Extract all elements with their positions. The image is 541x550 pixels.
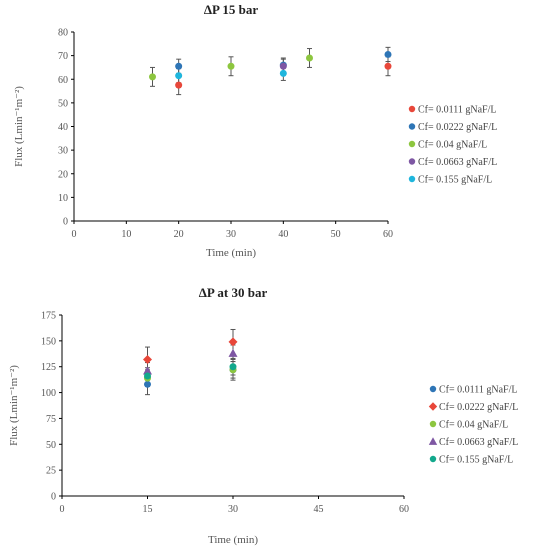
y-tick-label: 150: [41, 336, 56, 347]
chart-title: ΔP at 30 bar: [199, 285, 268, 300]
y-tick-label: 50: [46, 440, 56, 451]
x-tick-label: 50: [331, 229, 341, 240]
legend-marker: [429, 455, 437, 463]
x-tick-label: 10: [121, 229, 131, 240]
legend-entry: Cf= 0.0111 gNaF/L: [418, 105, 497, 116]
y-axis-label: Flux (Lmin⁻¹m⁻²): [8, 365, 20, 446]
chart-1: ΔP 15 bar 0 10 20 30 40 50 60 70 80 0 10 20 30 40 50 60 T…: [13, 2, 497, 259]
data-point: [144, 372, 151, 380]
legend-entry: Cf= 0.0663 gNaF/L: [418, 157, 497, 168]
data-point: [228, 348, 238, 357]
x-axis-label: Time (min): [208, 534, 258, 546]
y-tick-label: 0: [63, 217, 68, 228]
legend-marker: [429, 420, 437, 428]
data-point: [229, 363, 237, 371]
data-point: [175, 62, 183, 70]
legend-entry: Cf= 0.155 gNaF/L: [439, 455, 513, 466]
legend-entry: Cf= 0.0111 gNaF/L: [439, 385, 518, 396]
legend-marker: [428, 437, 438, 445]
legend-marker: [429, 385, 437, 393]
x-tick-label: 15: [143, 504, 153, 515]
x-tick-label: 20: [174, 229, 184, 240]
y-tick-label: 20: [58, 169, 68, 180]
data-point: [384, 62, 392, 70]
data-point: [384, 50, 392, 58]
x-axis-label: Time (min): [206, 247, 256, 259]
data-point: [144, 380, 151, 388]
y-tick-label: 0: [51, 492, 56, 503]
x-tick-label: 0: [72, 229, 77, 240]
y-tick-label: 70: [58, 51, 68, 62]
x-tick-label: 40: [278, 229, 288, 240]
x-tick-label: 30: [226, 229, 236, 240]
data-point: [306, 54, 313, 62]
legend-marker: [408, 158, 416, 165]
legend-marker: [408, 175, 416, 183]
legend-marker: [408, 123, 416, 130]
data-point: [143, 354, 152, 364]
legend-entry: Cf= 0.0222 gNaF/L: [439, 402, 518, 413]
data-point: [227, 62, 235, 70]
legend-marker: [428, 402, 438, 411]
legend-entry: Cf= 0.04 gNaF/L: [418, 140, 487, 151]
x-tick-label: 60: [399, 504, 409, 515]
chart-title: ΔP 15 bar: [204, 2, 259, 17]
legend-marker: [408, 105, 416, 113]
data-point: [279, 62, 287, 70]
legend-entry: Cf= 0.0222 gNaF/L: [418, 122, 497, 133]
y-tick-label: 40: [58, 122, 68, 133]
y-tick-label: 80: [58, 28, 68, 39]
x-tick-label: 45: [314, 504, 324, 515]
y-tick-label: 30: [58, 146, 68, 157]
data-point: [228, 337, 238, 347]
y-tick-label: 10: [58, 193, 68, 204]
y-tick-label: 100: [41, 388, 56, 399]
x-tick-label: 0: [60, 504, 65, 515]
x-tick-label: 60: [383, 229, 393, 240]
data-point: [143, 366, 152, 375]
y-axis-label: Flux (Lmin⁻¹m⁻²): [13, 86, 25, 167]
y-tick-label: 50: [58, 98, 68, 109]
y-tick-label: 75: [46, 414, 56, 425]
legend-entry: Cf= 0.04 gNaF/L: [439, 420, 508, 431]
y-tick-label: 25: [46, 466, 56, 477]
y-tick-label: 60: [58, 75, 68, 86]
data-point: [149, 73, 156, 81]
legend-marker: [408, 140, 416, 148]
x-tick-label: 30: [228, 504, 238, 515]
y-tick-label: 125: [41, 362, 56, 373]
data-point: [279, 69, 287, 77]
legend-entry: Cf= 0.0663 gNaF/L: [439, 437, 518, 448]
legend-entry: Cf= 0.155 gNaF/L: [418, 175, 492, 186]
chart-2: ΔP at 30 bar 0 25 50 75 100 125 150 175 0 15 30 45 60…: [8, 285, 518, 546]
y-tick-label: 175: [41, 311, 56, 322]
data-point: [175, 72, 183, 80]
data-point: [175, 81, 183, 89]
